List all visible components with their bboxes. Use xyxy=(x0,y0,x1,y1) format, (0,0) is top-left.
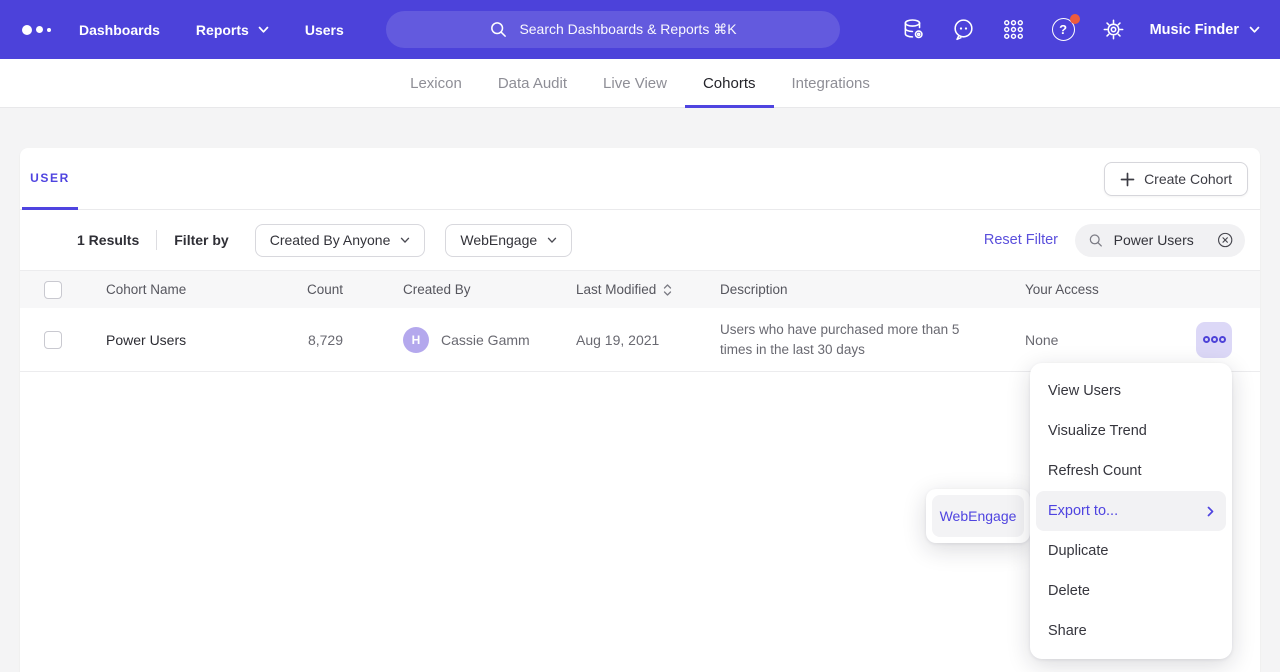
col-header-your-access: Your Access xyxy=(1025,282,1099,297)
created-by-dropdown-value: Created By Anyone xyxy=(269,232,391,248)
project-name: Music Finder xyxy=(1149,21,1239,38)
messages-icon[interactable] xyxy=(950,16,977,43)
help-glyph: ? xyxy=(1051,18,1075,41)
apps-grid-icon[interactable] xyxy=(1000,16,1027,43)
last-modified-label: Last Modified xyxy=(576,282,657,297)
row-checkbox[interactable] xyxy=(44,330,62,349)
project-switcher[interactable]: Music Finder xyxy=(1150,22,1260,38)
cohort-name-cell[interactable]: Power Users xyxy=(106,331,187,348)
table-header-row: Cohort Name Count Created By Last Modifi… xyxy=(20,270,1260,308)
nav-reports-label: Reports xyxy=(195,21,249,38)
logo-dot xyxy=(22,24,32,35)
create-cohort-button[interactable]: Create Cohort xyxy=(1104,162,1248,196)
col-header-created-by: Created By xyxy=(403,282,471,297)
plus-icon xyxy=(1120,172,1135,186)
clear-search-icon[interactable] xyxy=(1216,230,1234,250)
tab-user-cohorts[interactable]: USER xyxy=(22,148,78,210)
tab-live-view[interactable]: Live View xyxy=(603,74,667,92)
top-navbar: Dashboards Reports Users Search Dashboar… xyxy=(0,0,1280,59)
chevron-down-icon xyxy=(401,237,410,243)
tab-data-audit[interactable]: Data Audit xyxy=(497,74,568,92)
card-header: USER Create Cohort xyxy=(20,148,1260,210)
global-search-placeholder: Search Dashboards & Reports ⌘K xyxy=(519,21,737,37)
col-header-last-modified[interactable]: Last Modified xyxy=(576,271,672,308)
cohort-search-input[interactable] xyxy=(1113,232,1206,248)
search-icon xyxy=(1089,233,1102,247)
nav-users[interactable]: Users xyxy=(304,21,344,38)
col-header-description: Description xyxy=(720,282,788,297)
nav-dashboards[interactable]: Dashboards xyxy=(79,21,160,38)
cohort-search-bar[interactable] xyxy=(1075,223,1245,257)
sort-icon xyxy=(664,283,672,296)
source-dropdown[interactable]: WebEngage xyxy=(445,223,573,257)
select-all-checkbox[interactable] xyxy=(44,280,62,299)
created-by-name: Cassie Gamm xyxy=(441,331,530,348)
last-modified-cell: Aug 19, 2021 xyxy=(576,331,660,348)
menu-item-refresh-count[interactable]: Refresh Count xyxy=(1048,463,1142,479)
chevron-down-icon xyxy=(547,237,557,243)
global-search-bar[interactable]: Search Dashboards & Reports ⌘K xyxy=(386,11,840,48)
create-cohort-label: Create Cohort xyxy=(1144,171,1232,187)
row-context-menu: View Users Visualize Trend Refresh Count… xyxy=(1030,363,1232,659)
tab-cohorts[interactable]: Cohorts xyxy=(684,59,774,108)
primary-nav: Dashboards Reports Users xyxy=(79,22,344,38)
avatar: H xyxy=(403,326,429,353)
data-governance-icon[interactable] xyxy=(900,16,927,43)
menu-item-export-to[interactable]: Export to... xyxy=(1036,491,1226,531)
section-tabbar: Lexicon Data Audit Live View Cohorts Int… xyxy=(0,59,1280,108)
menu-item-share[interactable]: Share xyxy=(1048,623,1087,639)
results-count: 1 Results xyxy=(77,232,140,248)
settings-icon[interactable] xyxy=(1100,16,1127,43)
created-by-dropdown[interactable]: Created By Anyone xyxy=(254,223,426,257)
col-header-count: Count xyxy=(306,282,343,297)
tab-integrations[interactable]: Integrations xyxy=(791,74,870,92)
chevron-down-icon xyxy=(1249,26,1260,33)
created-by-cell: H Cassie Gamm xyxy=(403,308,530,371)
help-icon[interactable]: ? xyxy=(1050,14,1080,43)
notification-dot xyxy=(1069,14,1080,24)
tab-lexicon[interactable]: Lexicon xyxy=(410,74,462,92)
nav-reports[interactable]: Reports xyxy=(196,22,269,38)
mixpanel-logo-icon[interactable] xyxy=(22,24,51,35)
logo-dot xyxy=(36,26,43,33)
menu-item-delete[interactable]: Delete xyxy=(1048,583,1090,599)
source-dropdown-value: WebEngage xyxy=(460,232,538,248)
row-more-options-button[interactable] xyxy=(1196,321,1232,358)
filter-by-label: Filter by xyxy=(174,232,229,248)
chevron-right-icon xyxy=(1207,506,1214,516)
more-options-icon xyxy=(1202,336,1210,343)
navbar-actions: ? Music Finder xyxy=(900,0,1260,59)
table-row[interactable]: Power Users 8,729 H Cassie Gamm Aug 19, … xyxy=(20,308,1260,372)
filter-bar-left: 1 Results Filter by Created By Anyone We… xyxy=(77,210,592,270)
count-cell: 8,729 xyxy=(307,331,343,348)
description-cell: Users who have purchased more than 5 tim… xyxy=(720,322,960,357)
filter-bar: 1 Results Filter by Created By Anyone We… xyxy=(20,210,1260,270)
export-submenu: WebEngage xyxy=(926,489,1030,543)
menu-item-duplicate[interactable]: Duplicate xyxy=(1048,543,1109,559)
access-cell: None xyxy=(1025,331,1059,348)
chevron-down-icon xyxy=(258,26,269,33)
submenu-item-webengage[interactable]: WebEngage xyxy=(932,495,1024,537)
filter-bar-right: Reset Filter xyxy=(984,210,1245,270)
reset-filter-link[interactable]: Reset Filter xyxy=(983,232,1058,248)
menu-item-visualize-trend[interactable]: Visualize Trend xyxy=(1048,423,1147,439)
export-to-label: Export to... xyxy=(1048,503,1119,519)
divider xyxy=(156,230,158,250)
col-header-cohort-name: Cohort Name xyxy=(106,282,187,297)
search-icon xyxy=(491,22,507,37)
menu-item-view-users[interactable]: View Users xyxy=(1048,383,1122,399)
logo-dot xyxy=(47,27,51,32)
